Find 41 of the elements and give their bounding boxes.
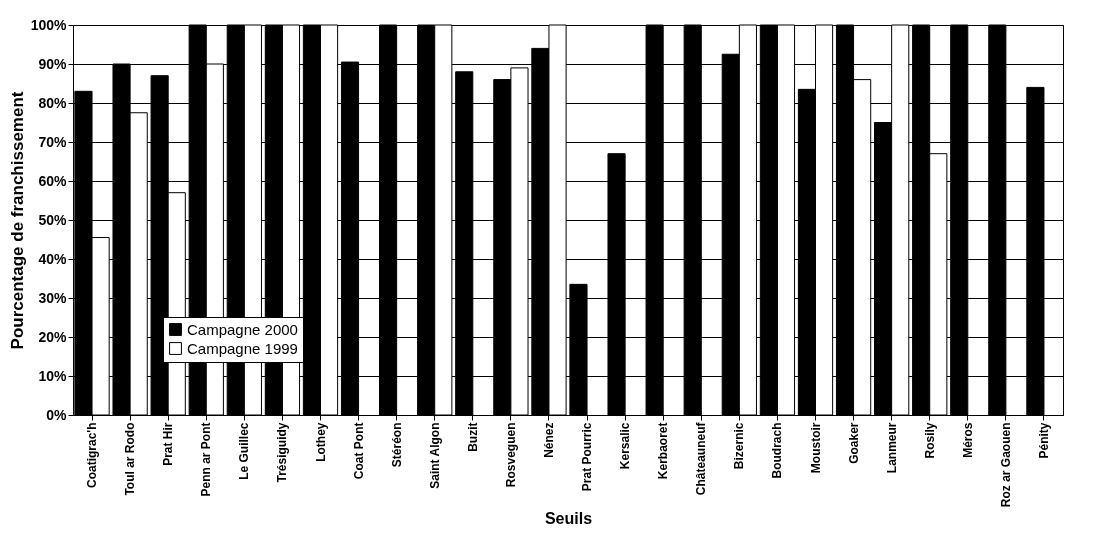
y-axis-title: Pourcentage de franchissement [7, 91, 27, 350]
y-tick-label: 0% [46, 406, 68, 423]
x-tick-label: Buzit [465, 422, 480, 452]
y-tick-label: 20% [38, 328, 68, 345]
x-tick-label: Kersalic [618, 422, 633, 470]
x-tick-label: Prat Pourric [580, 422, 595, 492]
x-tick-label: Coatigrac'h [85, 422, 100, 489]
x-tick-label: Coat Pont [351, 422, 366, 480]
x-tick-label: Bizernic [732, 422, 747, 470]
y-tick-label: 90% [38, 55, 68, 72]
x-tick-label: Le Guillec [237, 422, 252, 480]
x-tick-label: Lothey [313, 422, 328, 462]
y-tick-label: 30% [38, 289, 68, 306]
x-tick-label: Prat Hir [161, 422, 176, 466]
x-tick-label: Pénity [1036, 422, 1051, 459]
x-tick-label: Boudrach [770, 422, 785, 479]
y-tick-label: 50% [38, 211, 68, 228]
x-tick-label: Rosily [922, 422, 937, 459]
x-tick-label: Goaker [846, 422, 861, 464]
legend-label: Campagne 1999 [187, 339, 298, 357]
x-tick-label: Stéréon [389, 422, 404, 468]
x-tick-label: Nénez [541, 422, 556, 458]
x-tick-label: Penn ar Pont [199, 422, 214, 497]
x-tick-label: Moustoir [808, 422, 823, 474]
x-tick-label: Châteauneuf [694, 421, 709, 496]
x-tick-label: Trésiguidy [275, 422, 290, 483]
x-axis-title: Seuils [544, 510, 593, 528]
y-tick-label: 10% [38, 367, 68, 384]
x-tick-label: Toul ar Rodo [123, 422, 138, 496]
x-tick-label: Lanmeur [884, 422, 899, 474]
x-tick-label: Saint Algon [427, 422, 442, 489]
y-tick-label: 100% [30, 16, 68, 33]
y-tick-label: 80% [38, 94, 68, 111]
x-tick-label: Méros [960, 422, 975, 458]
legend-label: Campagne 2000 [187, 320, 298, 338]
y-tick-label: 40% [38, 250, 68, 267]
x-tick-label: Rosveguen [503, 422, 518, 488]
x-tick-label: Roz ar Gaouen [998, 422, 1013, 508]
x-tick-label: Kerbaoret [656, 422, 671, 480]
y-tick-label: 60% [38, 172, 68, 189]
y-tick-label: 70% [38, 133, 68, 150]
